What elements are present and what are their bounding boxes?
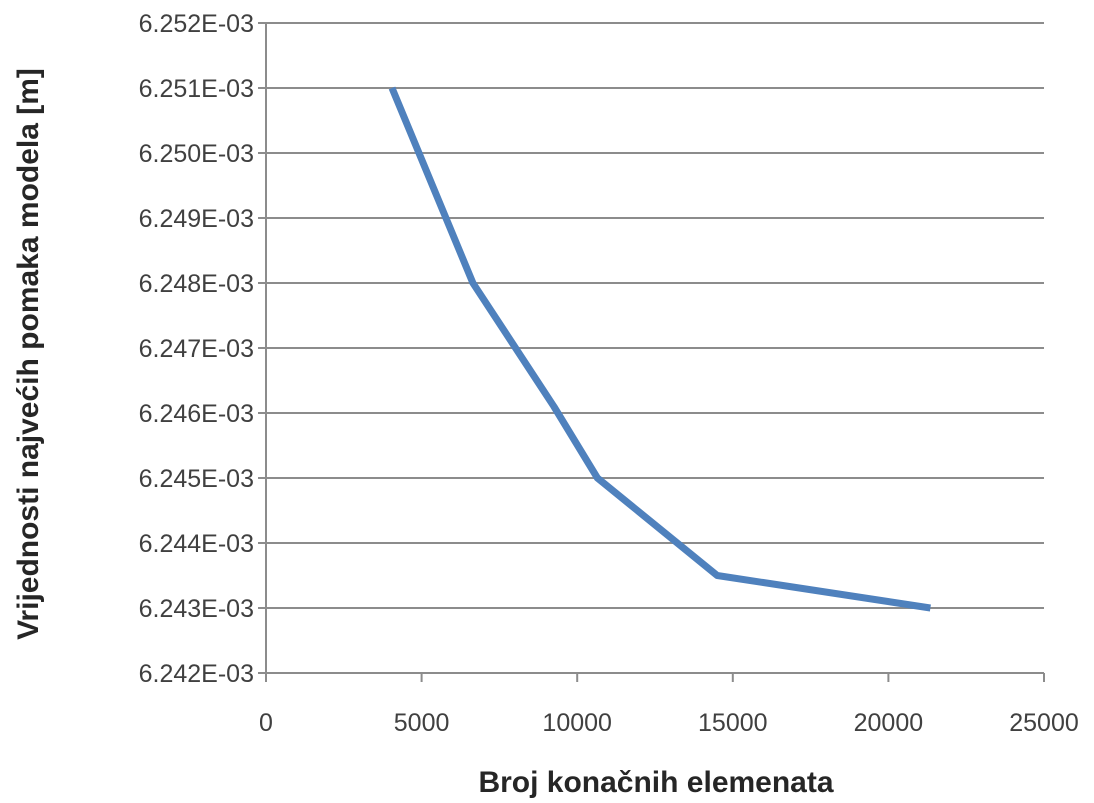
y-tick-label: 6.246E-03 bbox=[139, 400, 254, 428]
x-tick-label: 0 bbox=[259, 709, 273, 737]
x-tick-label: 5000 bbox=[394, 709, 450, 737]
series-layer bbox=[388, 86, 931, 612]
series-line bbox=[388, 86, 931, 612]
y-tick-label: 6.252E-03 bbox=[139, 10, 254, 38]
y-tick-label: 6.250E-03 bbox=[139, 140, 254, 168]
x-tick-label: 25000 bbox=[1009, 709, 1079, 737]
y-tick-label: 6.244E-03 bbox=[139, 530, 254, 558]
y-tick-label: 6.249E-03 bbox=[139, 205, 254, 233]
axes bbox=[258, 22, 1045, 682]
y-tick-label: 6.243E-03 bbox=[139, 595, 254, 623]
x-tick-labels: 0 5000 10000 15000 20000 25000 bbox=[259, 709, 1079, 737]
y-tick-label: 6.251E-03 bbox=[139, 75, 254, 103]
y-tick-label: 6.248E-03 bbox=[139, 270, 254, 298]
y-tick-label: 6.245E-03 bbox=[139, 465, 254, 493]
y-axis-title: Vrijednosti najvećih pomaka modela [m] bbox=[12, 68, 45, 640]
x-tick-label: 10000 bbox=[542, 709, 612, 737]
x-axis-title: Broj konačnih elemenata bbox=[478, 766, 833, 799]
gridlines bbox=[266, 22, 1044, 609]
y-tick-labels: 6.242E-03 6.243E-03 6.244E-03 6.245E-03 6.24… bbox=[139, 10, 254, 688]
x-tick-label: 20000 bbox=[854, 709, 924, 737]
y-tick-label: 6.242E-03 bbox=[139, 660, 254, 688]
x-tick-label: 15000 bbox=[698, 709, 768, 737]
y-tick-label: 6.247E-03 bbox=[139, 335, 254, 363]
